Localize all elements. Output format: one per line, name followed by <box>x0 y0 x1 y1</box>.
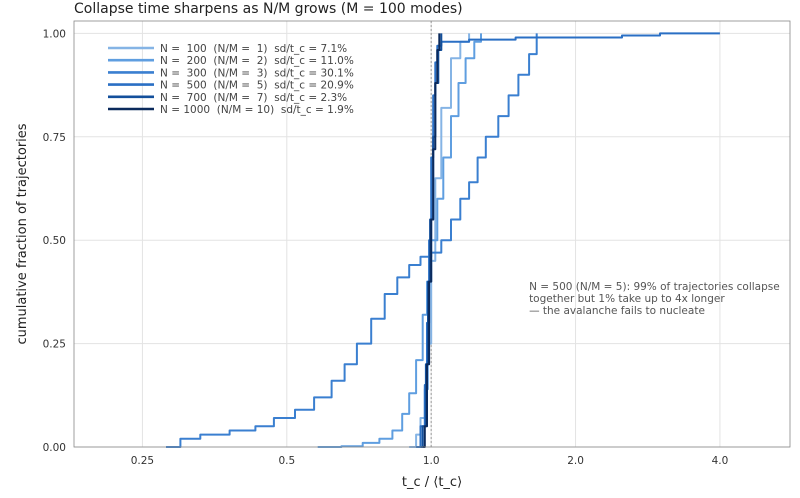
x-tick-label: 2.0 <box>567 455 584 467</box>
x-tick-label: 4.0 <box>712 455 729 467</box>
annotation: N = 500 (N/M = 5): 99% of trajectories c… <box>529 281 780 317</box>
y-axis-label: cumulative fraction of trajectories <box>15 123 30 344</box>
series-group <box>166 32 720 448</box>
annotation-line: N = 500 (N/M = 5): 99% of trajectories c… <box>529 281 780 293</box>
series-line-3 <box>166 33 538 448</box>
legend: N = 100 (N/M = 1) sd/t_c = 7.1%N = 200 (… <box>108 43 354 116</box>
x-axis-label: t_c / ⟨t_c⟩ <box>402 475 462 490</box>
y-tick-label: 1.00 <box>43 28 66 40</box>
x-tick-label: 0.5 <box>278 455 295 467</box>
y-tick-label: 0.00 <box>43 442 66 454</box>
annotation-line: together but 1% take up to 4x longer <box>529 293 725 305</box>
series-line-6 <box>422 33 441 448</box>
x-tick-label: 0.25 <box>131 455 154 467</box>
x-tick-label: 1.0 <box>423 455 440 467</box>
y-tick-label: 0.75 <box>43 132 66 144</box>
legend-entry: N = 100 (N/M = 1) sd/t_c = 7.1% <box>160 43 347 55</box>
legend-entry: N = 500 (N/M = 5) sd/t_c = 20.9% <box>160 80 354 92</box>
tick-labels: 0.25 0.5 1.0 2.0 4.0 0.00 0.25 0.50 0.75 1.00 <box>43 28 729 467</box>
annotation-line: — the avalanche fails to nucleate <box>529 305 705 317</box>
chart-title: Collapse time sharpens as N/M grows (M =… <box>74 1 463 17</box>
y-tick-label: 0.25 <box>43 339 66 351</box>
y-tick-label: 0.50 <box>43 235 66 247</box>
legend-entry: N = 200 (N/M = 2) sd/t_c = 11.0% <box>160 55 354 67</box>
plot-frame <box>73 20 791 448</box>
legend-entry: N = 1000 (N/M = 10) sd/t_c = 1.9% <box>160 104 354 116</box>
legend-entry: N = 700 (N/M = 7) sd/t_c = 2.3% <box>160 92 347 104</box>
legend-entry: N = 300 (N/M = 3) sd/t_c = 30.1% <box>160 67 354 79</box>
